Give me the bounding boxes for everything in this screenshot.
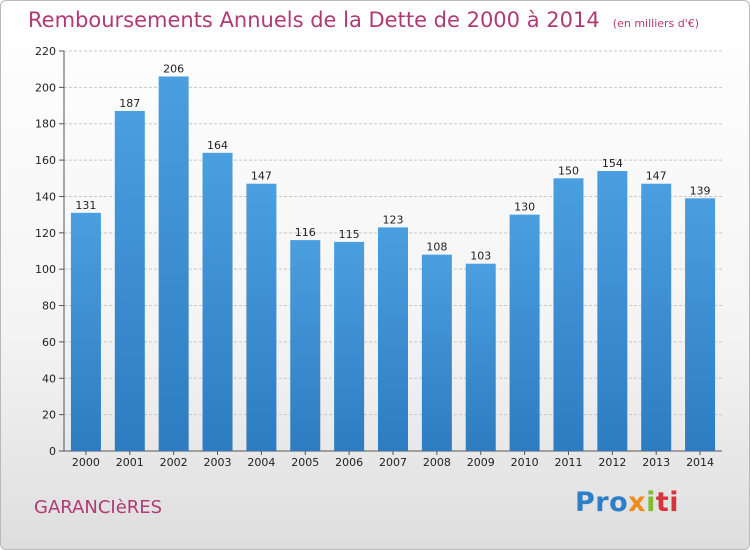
bar bbox=[334, 241, 365, 451]
logo-part-3: i bbox=[646, 487, 656, 518]
commune-name: GARANCIèRES bbox=[34, 497, 163, 518]
data-label: 103 bbox=[470, 250, 491, 263]
chart-subtitle: (en milliers d'€) bbox=[612, 17, 700, 30]
y-tick-label: 140 bbox=[35, 190, 56, 203]
bar bbox=[509, 214, 540, 451]
y-tick-label: 220 bbox=[35, 45, 56, 58]
bar bbox=[378, 227, 408, 451]
bar bbox=[685, 198, 716, 451]
bar bbox=[553, 178, 584, 452]
x-tick-label: 2006 bbox=[335, 456, 363, 469]
y-tick-label: 20 bbox=[42, 409, 56, 422]
bar bbox=[114, 111, 145, 451]
y-tick-label: 40 bbox=[42, 372, 56, 385]
x-tick-label: 2000 bbox=[72, 456, 100, 469]
y-tick-label: 200 bbox=[35, 81, 56, 94]
data-label: 187 bbox=[119, 97, 140, 110]
bar bbox=[158, 76, 189, 452]
x-tick-label: 2007 bbox=[379, 456, 407, 469]
data-label: 108 bbox=[426, 241, 447, 254]
x-tick-label: 2010 bbox=[511, 456, 539, 469]
bar bbox=[246, 183, 277, 451]
x-tick-label: 2002 bbox=[160, 456, 188, 469]
data-label: 130 bbox=[514, 201, 535, 214]
x-tick-label: 2008 bbox=[423, 456, 451, 469]
data-label: 131 bbox=[75, 199, 96, 212]
chart-title: Remboursements Annuels de la Dette de 20… bbox=[28, 8, 600, 32]
x-tick-label: 2004 bbox=[247, 456, 275, 469]
data-label: 150 bbox=[558, 164, 579, 177]
bar bbox=[421, 254, 452, 451]
logo-part-4: ti bbox=[655, 487, 680, 518]
logo-part-2: x bbox=[628, 487, 647, 518]
data-label: 154 bbox=[602, 157, 623, 170]
bar bbox=[465, 263, 496, 451]
chart-title-line: Remboursements Annuels de la Dette de 20… bbox=[28, 8, 699, 32]
x-tick-label: 2001 bbox=[116, 456, 144, 469]
proxiti-logo: Proxiti bbox=[575, 487, 679, 518]
bar bbox=[641, 183, 672, 451]
labels: 0 20 40 60 80 100 120 140 160 180 200 220 131 2000 187… bbox=[35, 45, 714, 469]
data-label: 147 bbox=[646, 170, 667, 183]
bar bbox=[597, 171, 628, 451]
x-tick-label: 2003 bbox=[204, 456, 232, 469]
y-tick-label: 80 bbox=[42, 300, 56, 313]
bar bbox=[290, 240, 321, 451]
x-tick-label: 2009 bbox=[467, 456, 495, 469]
y-tick-label: 0 bbox=[49, 445, 56, 458]
x-tick-label: 2005 bbox=[291, 456, 319, 469]
bars bbox=[70, 76, 716, 452]
x-tick-label: 2011 bbox=[554, 456, 582, 469]
y-tick-label: 100 bbox=[35, 263, 56, 276]
x-tick-label: 2012 bbox=[598, 456, 626, 469]
data-label: 123 bbox=[383, 213, 404, 226]
data-label: 116 bbox=[295, 226, 316, 239]
y-tick-label: 160 bbox=[35, 154, 56, 167]
logo-part-1: Pro bbox=[575, 487, 629, 518]
data-label: 115 bbox=[339, 228, 360, 241]
bar bbox=[70, 212, 101, 451]
y-tick-label: 60 bbox=[42, 336, 56, 349]
data-label: 147 bbox=[251, 170, 272, 183]
data-label: 139 bbox=[690, 184, 711, 197]
y-tick-label: 180 bbox=[35, 118, 56, 131]
data-label: 164 bbox=[207, 139, 228, 152]
x-tick-label: 2013 bbox=[642, 456, 670, 469]
bar bbox=[202, 152, 233, 451]
y-tick-label: 120 bbox=[35, 227, 56, 240]
data-label: 206 bbox=[163, 62, 184, 75]
x-tick-label: 2014 bbox=[686, 456, 714, 469]
